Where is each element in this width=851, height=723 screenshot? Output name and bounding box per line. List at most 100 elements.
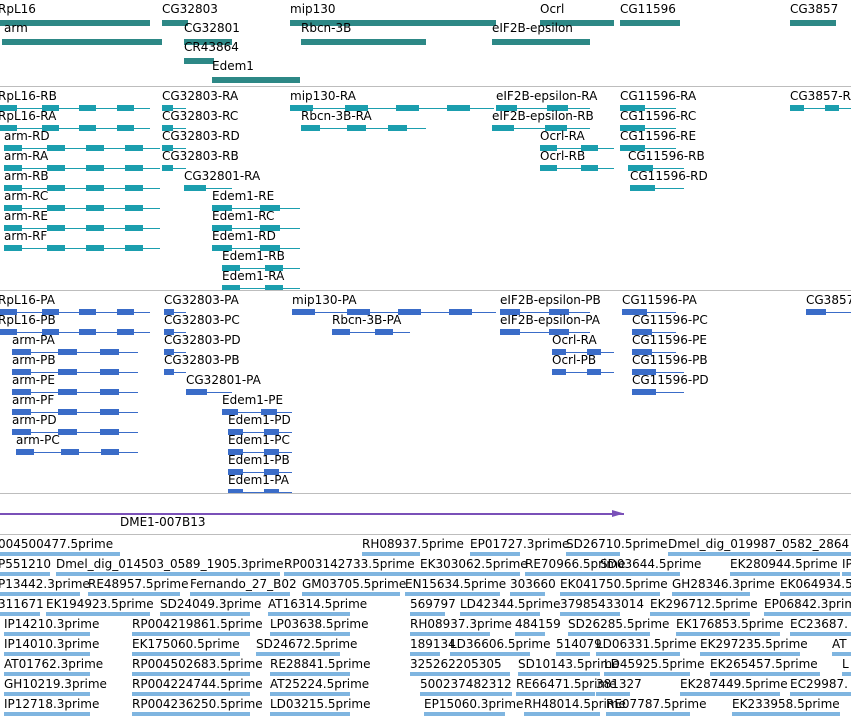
- cds-feature-label: Edem1-PA: [228, 473, 289, 487]
- est-feature-label: Fernando_27_B02: [190, 577, 297, 591]
- est-feature-bar: [405, 592, 500, 596]
- mrna-feature-exon: [162, 165, 173, 171]
- cds-feature-exon: [100, 429, 119, 435]
- mrna-feature-label: CG3857-RA: [790, 89, 851, 103]
- mrna-feature-intron: [630, 188, 684, 189]
- mrna-feature-intron: [162, 108, 186, 109]
- mrna-feature-exon: [396, 105, 419, 111]
- cds-feature-exon: [42, 309, 59, 315]
- mrna-feature-exon: [117, 105, 134, 111]
- mrna-feature-intron: [184, 188, 232, 189]
- cds-feature-exon: [549, 309, 569, 315]
- est-feature-bar: [268, 612, 350, 616]
- est-feature-label: RE66471.5prime: [516, 677, 617, 691]
- track-separator: [0, 290, 851, 291]
- cds-feature-label: CG32803-PA: [164, 293, 239, 307]
- est-feature-label: RH08937.5prime: [362, 537, 464, 551]
- mrna-feature-label: arm-RB: [4, 169, 49, 183]
- mrna-track: RpL16-RB CG32803-RA mip130-RA eIF2B-epsilon…: [0, 87, 851, 290]
- est-feature-label: RE48957.5prime: [88, 577, 189, 591]
- est-feature-label: 514079: [556, 637, 602, 651]
- mrna-feature-exon: [47, 225, 65, 231]
- gene-feature-label: Edem1: [212, 59, 254, 73]
- est-feature-bar: [302, 592, 400, 596]
- mrna-feature-exon: [4, 205, 22, 211]
- est-feature-bar: [790, 632, 851, 636]
- cds-feature-intron: [632, 372, 684, 373]
- cds-feature-exon: [186, 389, 207, 395]
- est-feature-bar: [270, 672, 350, 676]
- est-feature-bar: [518, 672, 600, 676]
- est-feature-bar: [560, 612, 620, 616]
- mrna-feature-label: Ocrl-RB: [540, 149, 586, 163]
- mrna-feature-intron: [222, 268, 300, 269]
- cds-feature-label: arm-PA: [12, 333, 55, 347]
- cds-feature-exon: [58, 349, 77, 355]
- mrna-feature-exon: [290, 105, 313, 111]
- cds-feature-exon: [228, 489, 243, 493]
- mrna-feature-intron: [222, 288, 300, 289]
- cds-feature-exon: [117, 329, 134, 335]
- est-feature-label: 189134: [410, 637, 456, 651]
- est-feature-label: EK280944.5prime: [730, 557, 838, 571]
- cds-feature-intron: [228, 432, 292, 433]
- mrna-feature-label: CG32803-RA: [162, 89, 239, 103]
- cds-feature-exon: [332, 329, 350, 335]
- gene-feature-label: CR43864: [184, 40, 239, 54]
- mrna-feature-label: Rbcn-3B-RA: [301, 109, 372, 123]
- est-feature-label: LP03638.5prime: [270, 617, 369, 631]
- gene-feature-bar: [620, 20, 680, 26]
- est-feature-label: RE07787.5prime: [606, 697, 707, 711]
- mrna-feature-label: CG11596-RE: [620, 129, 697, 143]
- est-feature-bar: [0, 552, 120, 556]
- est-feature-label: EK297235.5prime: [700, 637, 808, 651]
- mrna-feature-label: arm-RF: [4, 229, 48, 243]
- mrna-feature-label: CG11596-RB: [628, 149, 705, 163]
- est-feature-bar: [4, 712, 90, 716]
- mrna-feature-exon: [86, 185, 104, 191]
- est-feature-bar: [596, 692, 630, 696]
- mrna-feature-label: arm-RC: [4, 189, 49, 203]
- est-feature-bar: [510, 592, 545, 596]
- mrna-feature-exon: [492, 125, 514, 131]
- est-feature-label: SD26710.5prime: [566, 537, 668, 551]
- mrna-feature-exon: [125, 185, 143, 191]
- mrna-feature-exon: [260, 205, 280, 211]
- cds-feature-intron: [552, 372, 614, 373]
- est-feature-label: SD10143.5prime: [518, 657, 620, 671]
- cds-feature-exon: [79, 329, 96, 335]
- mrna-feature-intron: [540, 148, 614, 149]
- clone-line: [0, 513, 624, 515]
- est-feature-label: SD24672.5prime: [256, 637, 358, 651]
- gene-feature-label: Ocrl: [540, 2, 565, 16]
- mrna-feature-exon: [4, 165, 22, 171]
- mrna-feature-exon: [86, 225, 104, 231]
- track-separator: [0, 493, 851, 494]
- est-feature-label: EK233958.5prime: [732, 697, 840, 711]
- cds-feature-intron: [632, 332, 676, 333]
- gene-feature-bar: [0, 20, 150, 26]
- mrna-feature-intron: [4, 228, 160, 229]
- est-feature-label: 381327: [596, 677, 642, 691]
- est-feature-bar: [88, 592, 180, 596]
- est-feature-bar: [160, 612, 250, 616]
- est-feature-label: RE28841.5prime: [270, 657, 371, 671]
- est-feature-label: LD45925.5prime: [604, 657, 705, 671]
- est-feature-label: 37985433014: [560, 597, 644, 611]
- est-feature-bar: [132, 652, 240, 656]
- cds-feature-exon: [264, 429, 279, 435]
- mrna-feature-intron: [492, 128, 590, 129]
- mrna-feature-exon: [347, 125, 366, 131]
- est-feature-bar: [410, 612, 445, 616]
- est-feature-label: P551210: [0, 557, 52, 571]
- cds-feature-label: Ocrl-PB: [552, 353, 597, 367]
- est-feature-label: RP004219861.5prime: [132, 617, 263, 631]
- mrna-feature-exon: [540, 165, 557, 171]
- est-feature-bar: [256, 652, 340, 656]
- mrna-feature-exon: [496, 105, 517, 111]
- cds-feature-exon: [552, 349, 566, 355]
- gene-feature-bar: [301, 39, 426, 45]
- mrna-feature-exon: [47, 165, 65, 171]
- mrna-feature-exon: [212, 245, 232, 251]
- cds-feature-exon: [12, 409, 31, 415]
